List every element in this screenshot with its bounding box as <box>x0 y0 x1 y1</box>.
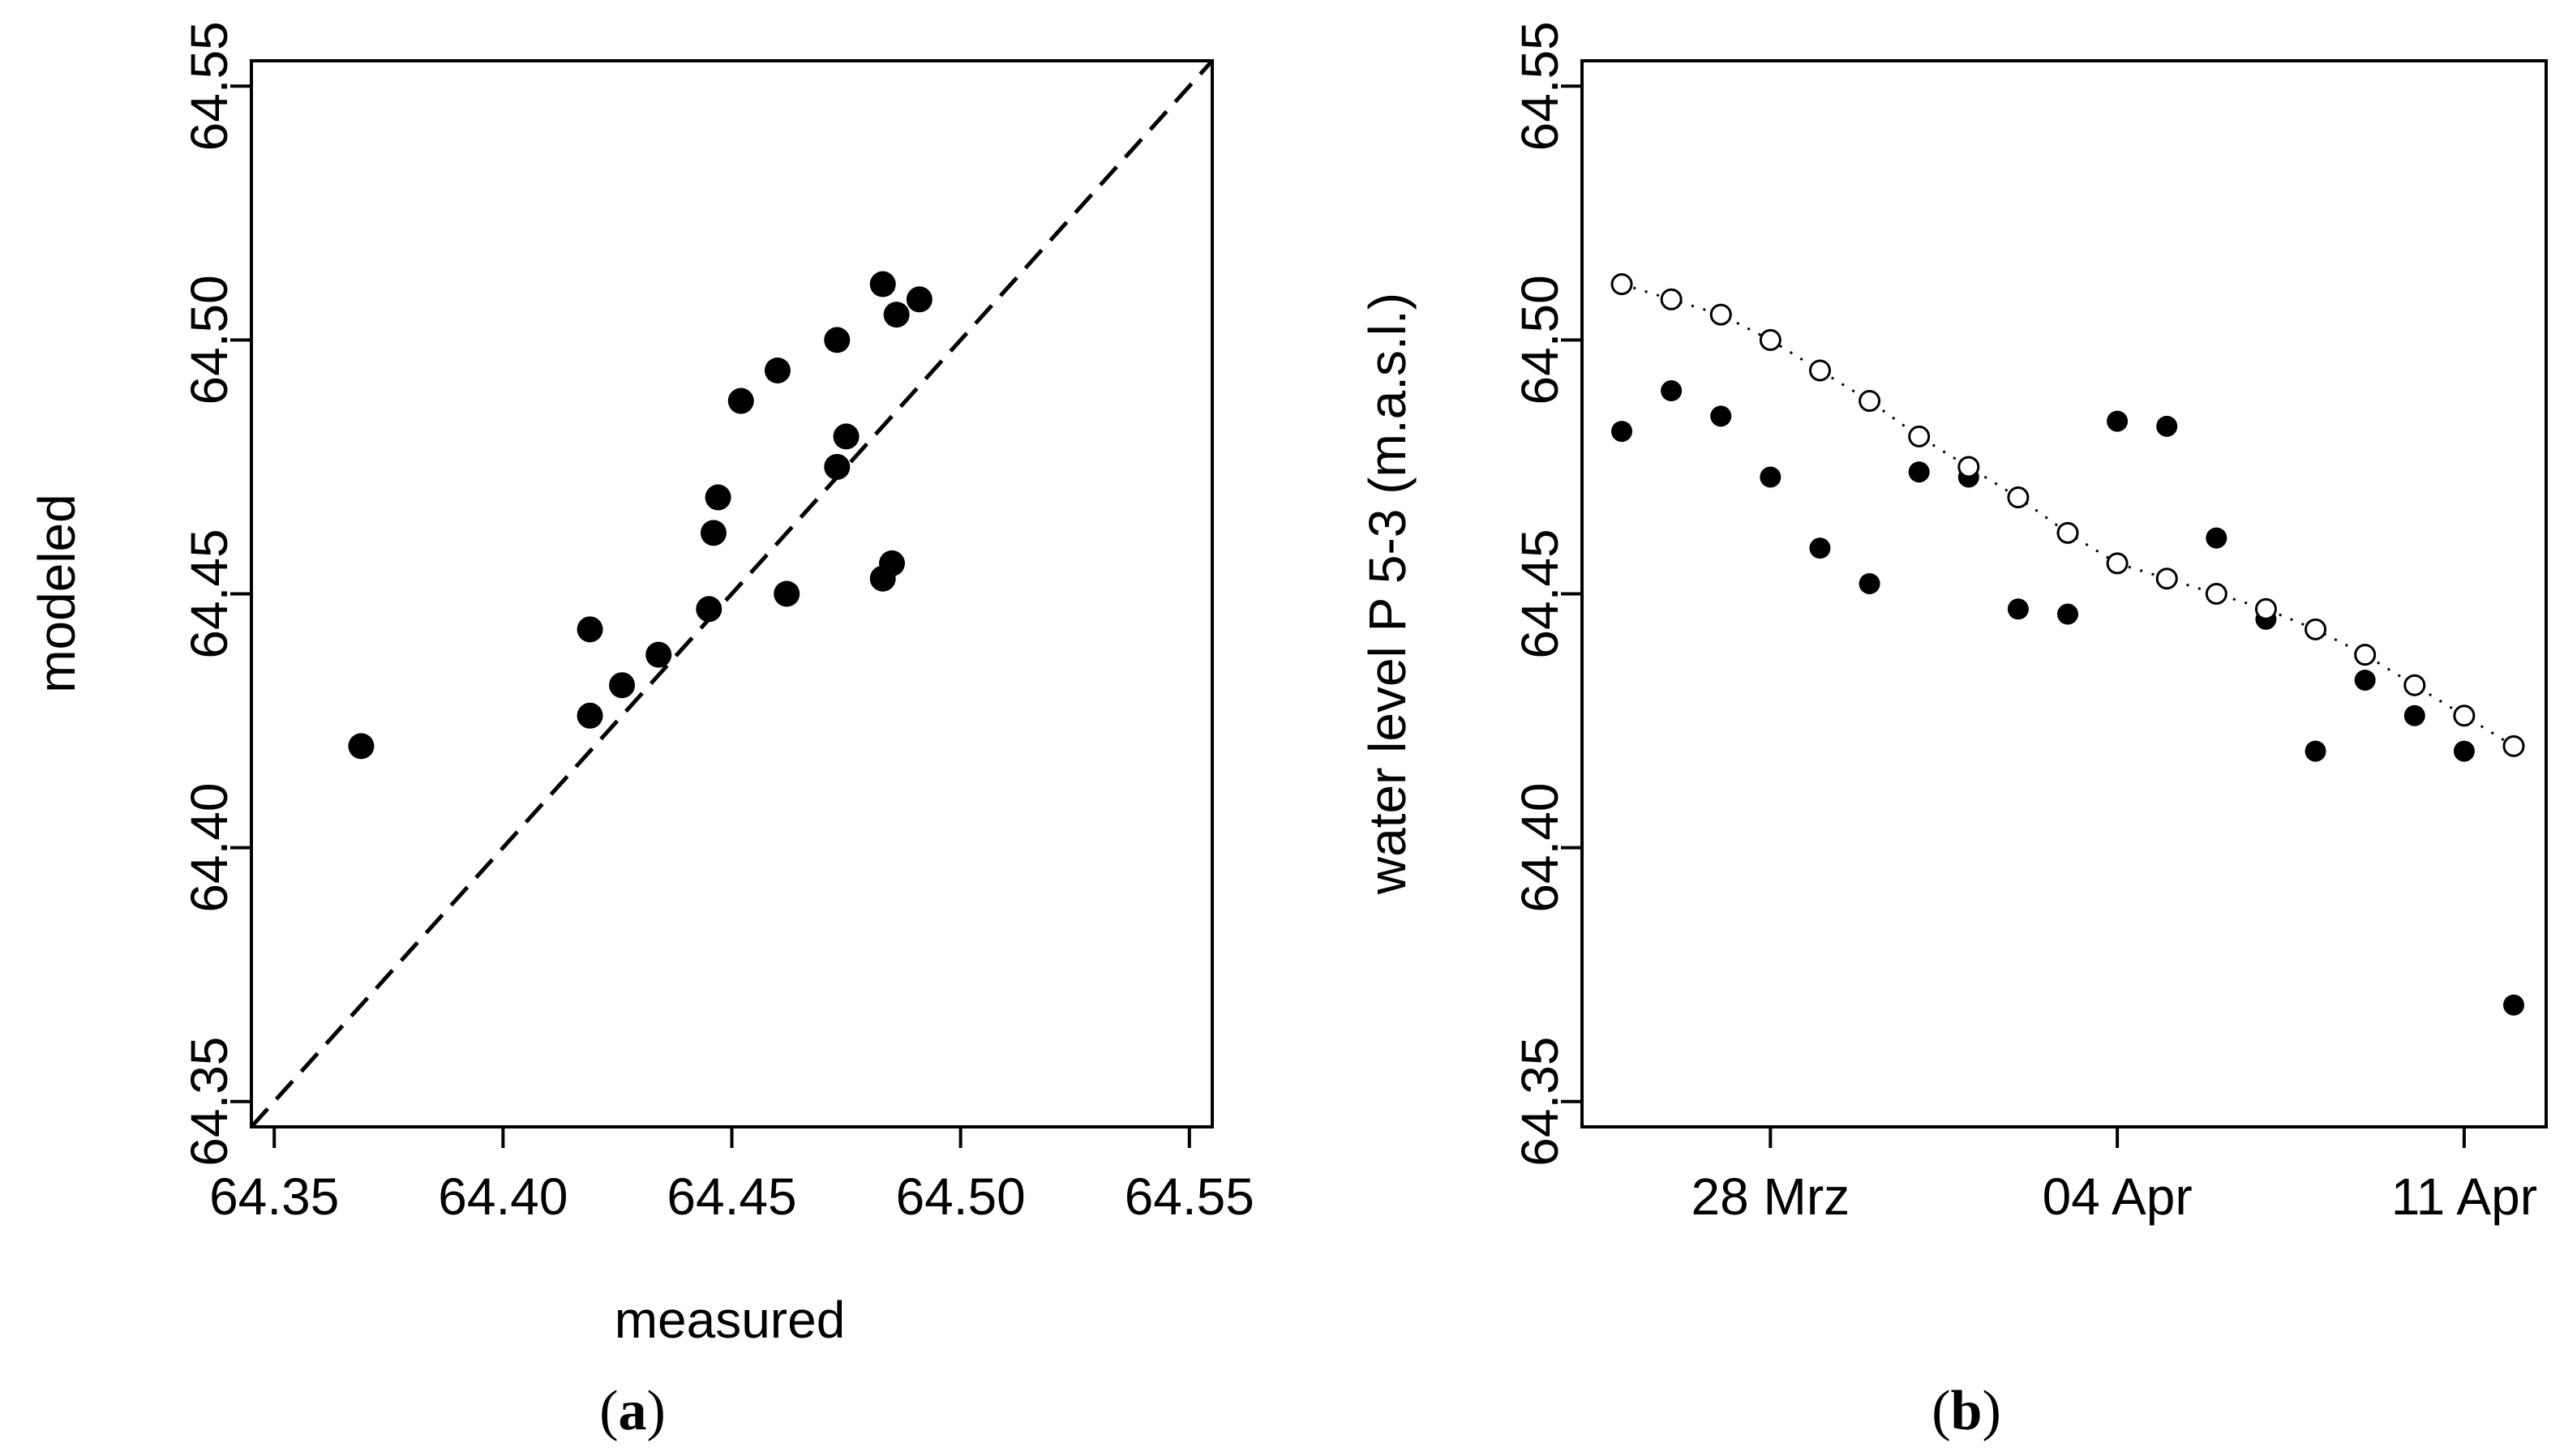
panel-b-measured-point <box>1611 421 1632 443</box>
panel-a-y-tick-label: 64.40 <box>180 783 238 913</box>
panel-a-x-tick-label: 64.40 <box>438 1167 568 1226</box>
panel-b-measured-point <box>2453 740 2475 762</box>
panel-b-measured-point <box>1710 405 1732 427</box>
panel-b-measured-point <box>1809 537 1831 559</box>
panel-a-y-tick-label: 64.55 <box>180 21 238 151</box>
panel-b-modeled-point <box>1660 288 1683 310</box>
panel-a-data-point <box>824 453 851 480</box>
panel-b-modeled-point <box>2305 618 2327 640</box>
panel-a-data-point <box>879 550 905 576</box>
panel-b-modeled-point <box>2403 674 2426 696</box>
panel-b-modeled-point <box>1859 390 1881 413</box>
panel-b-measured-point <box>2305 740 2326 762</box>
panel-a-data-point <box>774 580 800 607</box>
panel-a-y-axis-label: modeled <box>28 494 86 693</box>
panel-a-x-tick-label: 64.50 <box>896 1167 1026 1226</box>
panel-b-x-tick-label: 28 Mrz <box>1691 1167 1850 1226</box>
panel-b-measured-point <box>2503 994 2524 1016</box>
panel-b-modeled-point <box>2056 521 2079 544</box>
panel-b-modeled-point <box>1957 456 1980 478</box>
panel-b-modeled-point <box>1759 328 1782 351</box>
panel-b-y-tick-label: 64.45 <box>1511 529 1569 658</box>
panel-a-y-tick-label: 64.50 <box>180 275 238 405</box>
panel-a-scatter-chart: 64.35 64.40 64.45 64.50 64.55 64.35 64.40 64.4… <box>28 21 1254 1442</box>
panel-a-data-point <box>883 302 910 328</box>
panel-b-modeled-point <box>1908 425 1931 448</box>
panel-a-data-point <box>348 733 375 760</box>
panel-b-modeled-point <box>1709 303 1732 326</box>
panel-a-data-point <box>645 641 672 668</box>
panel-b-modeled-series <box>1610 273 2525 757</box>
panel-b-measured-point <box>1908 461 1930 483</box>
panel-a-caption-letter: a <box>619 1380 647 1442</box>
panel-b-plot-frame <box>1580 59 2548 1128</box>
panel-a-y-tick-label: 64.35 <box>180 1037 238 1167</box>
panel-b-y-tick-label: 64.35 <box>1511 1037 1569 1167</box>
panel-b-measured-point <box>1661 380 1683 402</box>
panel-a-y-tick-label: 64.45 <box>180 529 238 658</box>
panel-b-caption-letter: b <box>1951 1380 1983 1442</box>
panel-b-measured-point <box>2156 415 2178 437</box>
panel-a-identity-line <box>250 59 1214 1128</box>
panel-b-modeled-point <box>2106 552 2129 575</box>
panel-a-data-point <box>824 327 851 353</box>
panel-b-x-tick-label: 04 Apr <box>2043 1167 2193 1226</box>
panel-b-modeled-point <box>2007 486 2030 509</box>
panel-b-y-tick-label: 64.50 <box>1511 275 1569 405</box>
panel-b-y-tick-label: 64.40 <box>1511 783 1569 913</box>
panel-a-data-point <box>764 357 791 383</box>
panel-b-modeled-point <box>2254 597 2277 620</box>
panel-a-data-point <box>577 702 603 729</box>
panel-b-x-tick-label: 11 Apr <box>2391 1167 2537 1226</box>
panel-a-data-point <box>833 423 860 450</box>
panel-b-measured-point <box>2403 704 2425 726</box>
panel-a-x-axis-label: measured <box>615 1291 846 1349</box>
panel-a-x-tick-label: 64.45 <box>667 1167 796 1226</box>
panel-a-data-point <box>727 388 754 414</box>
panel-b-measured-point <box>2206 527 2227 549</box>
panel-b-modeled-point <box>2354 644 2377 666</box>
panel-b-measured-point <box>2107 410 2129 432</box>
panel-a-x-axis: 64.35 64.40 64.45 64.50 64.55 <box>209 1127 1254 1226</box>
panel-a-y-axis: 64.35 64.40 64.45 64.50 64.55 <box>180 21 251 1167</box>
panel-a-data-point <box>609 672 636 699</box>
panel-b-measured-point <box>1760 466 1782 488</box>
panel-b-measured-point <box>2057 603 2078 625</box>
panel-b-caption: (b) <box>1932 1380 2001 1442</box>
panel-a-x-tick-label: 64.35 <box>209 1167 339 1226</box>
panel-b-modeled-point <box>2205 583 2227 605</box>
panel-b-measured-point <box>2354 669 2376 691</box>
panel-b-y-axis-label: water level P 5-3 (m.a.s.l.) <box>1358 293 1417 895</box>
panel-a-points <box>348 271 933 760</box>
panel-b-x-axis: 28 Mrz 04 Apr 11 Apr <box>1691 1127 2537 1226</box>
panel-b-y-tick-label: 64.55 <box>1511 21 1569 151</box>
panel-b-y-axis: 64.35 64.40 64.45 64.50 64.55 <box>1511 21 1582 1167</box>
panel-a-caption: (a) <box>599 1380 666 1442</box>
panel-b-modeled-point <box>2453 704 2476 727</box>
panel-b-modeled-point <box>1808 359 1831 382</box>
panel-b-measured-point <box>1859 572 1880 594</box>
panel-b-modeled-point <box>2155 567 2178 590</box>
panel-b-time-series-chart: 64.35 64.40 64.45 64.50 64.55 28 Mrz 04 Apr 11… <box>1358 21 2548 1442</box>
panel-b-measured-series <box>1611 380 2524 1016</box>
panel-a-data-point <box>906 286 933 313</box>
panel-a-data-point <box>577 616 603 643</box>
panel-a-data-point <box>700 520 727 546</box>
panel-b-modeled-dotted-line <box>1621 283 2515 747</box>
panel-b-modeled-point <box>1610 273 1633 296</box>
panel-a-data-point <box>705 484 731 511</box>
panel-a-x-tick-label: 64.55 <box>1125 1167 1254 1226</box>
panel-a-data-point <box>869 271 896 298</box>
panel-a-data-point <box>696 596 722 623</box>
panel-b-measured-point <box>2007 598 2029 620</box>
panel-b-modeled-point <box>2502 734 2525 757</box>
